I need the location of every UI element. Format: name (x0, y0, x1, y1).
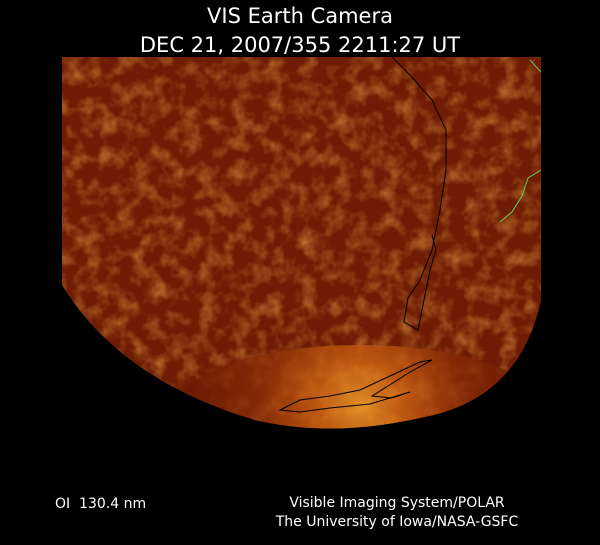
coastline (391, 57, 447, 331)
credit: The University of Iowa/NASA-GSFC (275, 514, 519, 530)
coastline (278, 359, 433, 413)
wavelength: OI 130.4 nm (55, 496, 146, 512)
title: VIS Earth Camera (207, 4, 393, 28)
coastline (529, 59, 541, 73)
credit: Visible Imaging System/POLAR (289, 495, 505, 511)
coastline (499, 169, 541, 223)
earth-image (62, 57, 541, 429)
timestamp: DEC 21, 2007/355 2211:27 UT (140, 33, 460, 57)
